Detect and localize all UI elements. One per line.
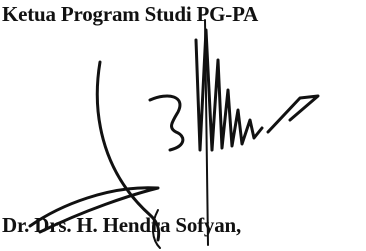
signature (0, 0, 366, 251)
signature-stroke (268, 96, 318, 132)
signature-stroke (150, 96, 183, 150)
page: {"position": "Ketua Program Studi PG-PA"… (0, 0, 366, 251)
signature-stroke (30, 188, 158, 232)
signature-stroke (97, 62, 158, 240)
